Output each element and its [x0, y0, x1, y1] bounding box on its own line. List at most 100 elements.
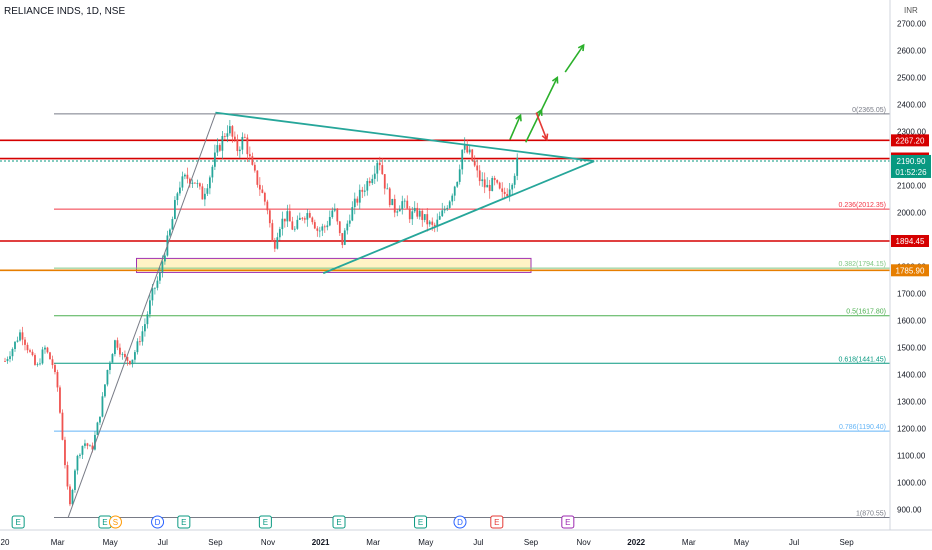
current-price-badge	[891, 154, 931, 178]
y-tick-label: 2100.00	[897, 182, 926, 191]
dividend-marker	[453, 515, 467, 529]
y-tick-label: 1700.00	[897, 290, 926, 299]
candle-body	[471, 149, 474, 161]
candle-body	[283, 218, 286, 222]
candle-body	[366, 180, 369, 191]
candle-body	[421, 210, 424, 220]
candle-body	[39, 363, 41, 365]
trendline	[67, 113, 216, 518]
candle-body	[231, 126, 234, 137]
level-badge	[891, 264, 929, 277]
x-tick-label: Sep	[839, 538, 854, 547]
candle-body	[376, 162, 379, 174]
candle-body	[136, 341, 139, 353]
candle-body	[151, 288, 154, 301]
candle-body	[466, 145, 469, 153]
candle-body	[66, 465, 69, 487]
candle-body	[268, 210, 271, 224]
candle-body	[476, 165, 479, 171]
candle-body	[338, 221, 341, 234]
candle-body	[76, 455, 79, 471]
level-badge	[891, 234, 929, 247]
y-tick-label: 2400.00	[897, 101, 926, 110]
y-tick-label: 1000.00	[897, 479, 926, 488]
event-letter: E	[102, 518, 107, 527]
fib-label: 0.5(1617.80)	[846, 309, 886, 316]
candle-body	[418, 210, 421, 217]
candle-body	[291, 221, 294, 230]
candle-body	[36, 364, 39, 366]
candle-body	[69, 486, 71, 505]
candle-body	[126, 356, 129, 361]
candle-body	[436, 219, 439, 227]
candle-body	[281, 218, 284, 230]
y-tick-label: 2700.00	[897, 20, 926, 29]
candle-body	[398, 209, 401, 212]
candle-body	[94, 434, 96, 450]
y-tick-label: 1400.00	[897, 371, 926, 380]
candle-body	[448, 201, 451, 208]
fib-label: 0.618(1441.45)	[839, 356, 886, 363]
candle-body	[176, 193, 179, 201]
projection-arrow	[538, 77, 559, 116]
candle-body	[196, 183, 199, 185]
y-tick-label: 1300.00	[897, 398, 926, 407]
candle-body	[61, 412, 64, 440]
candle-body	[89, 445, 91, 447]
candle-body	[223, 136, 226, 137]
y-tick-label: 2300.00	[897, 128, 926, 137]
candle-body	[516, 157, 519, 176]
candle-body	[251, 156, 254, 165]
fib-label: 1(870.55)	[856, 510, 886, 517]
candle-body	[478, 170, 481, 182]
candle-body	[99, 416, 101, 423]
candle-body	[9, 356, 11, 359]
candle-body	[416, 207, 419, 217]
current-price-label: 2190.90	[897, 157, 926, 166]
candle-body	[213, 152, 216, 167]
earnings-marker	[258, 515, 272, 529]
level-badge-label: 2267.20	[896, 136, 925, 145]
candle-body	[488, 184, 491, 191]
candle-body	[91, 445, 94, 450]
candle-body	[11, 348, 14, 357]
candle-body	[206, 188, 209, 194]
x-tick-label: May	[418, 538, 433, 547]
candle-body	[154, 287, 156, 289]
candle-body	[511, 184, 514, 190]
candle-body	[503, 191, 506, 194]
candle-body	[129, 360, 131, 365]
candle-body	[139, 341, 141, 343]
candle-body	[64, 439, 66, 466]
candle-body	[171, 219, 174, 230]
earnings-marker	[561, 515, 575, 529]
level-badge-label: 1785.90	[896, 266, 925, 275]
event-letter: E	[15, 518, 20, 527]
candle-body	[124, 353, 126, 357]
candle-body	[19, 332, 21, 341]
y-tick-label: 2000.00	[897, 209, 926, 218]
candle-body	[96, 422, 99, 435]
candle-body	[351, 207, 354, 221]
candle-body	[406, 200, 409, 209]
candle-body	[303, 218, 306, 220]
earnings-marker	[177, 515, 191, 529]
candle-body	[473, 160, 476, 166]
candle-body	[114, 340, 116, 355]
candle-body	[81, 445, 84, 455]
candle-body	[323, 226, 326, 228]
x-tick-label: 2021	[312, 538, 330, 547]
event-letter: D	[457, 518, 463, 527]
level-badge	[891, 134, 929, 147]
candle-body	[24, 339, 26, 345]
candle-body	[173, 200, 176, 220]
candle-body	[273, 241, 276, 249]
candle-body	[361, 189, 364, 192]
candle-body	[134, 352, 136, 360]
candle-body	[401, 201, 404, 210]
candle-body	[438, 216, 441, 220]
candle-body	[256, 170, 259, 185]
candle-body	[203, 193, 206, 200]
candle-body	[131, 359, 134, 365]
